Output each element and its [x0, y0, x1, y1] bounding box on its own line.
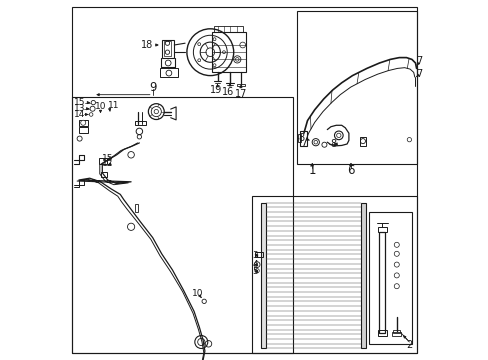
Bar [296, 11, 416, 164]
Bar [79, 120, 88, 126]
Bar [377, 330, 386, 336]
Bar [160, 68, 178, 77]
Text: 1: 1 [308, 164, 315, 177]
Bar [162, 40, 174, 58]
Text: 2: 2 [406, 340, 412, 350]
Text: 15: 15 [73, 98, 85, 107]
Text: 8: 8 [298, 133, 305, 143]
Bar [392, 330, 400, 333]
Bar [261, 203, 266, 348]
Text: 6: 6 [346, 164, 354, 177]
Bar [300, 131, 306, 146]
Text: 10: 10 [192, 289, 203, 298]
Bar [213, 26, 242, 32]
Text: 14: 14 [73, 110, 85, 119]
Text: 11: 11 [108, 102, 120, 111]
Bar [251, 196, 416, 353]
Text: 3: 3 [252, 251, 258, 260]
Text: 4: 4 [252, 260, 258, 269]
Bar [72, 97, 292, 353]
Text: 5: 5 [252, 267, 258, 276]
Bar [377, 227, 386, 232]
Text: 12: 12 [102, 159, 113, 168]
Bar [360, 203, 365, 348]
Text: 15: 15 [102, 153, 113, 163]
Bar [236, 84, 244, 86]
Text: 18: 18 [141, 40, 153, 50]
Text: 10: 10 [95, 102, 106, 111]
Bar [99, 158, 106, 164]
Bar [368, 212, 411, 344]
Circle shape [91, 100, 95, 105]
Bar [79, 127, 88, 133]
Text: 7: 7 [415, 56, 421, 66]
Circle shape [81, 120, 85, 125]
Bar [134, 204, 138, 212]
Text: 16: 16 [222, 87, 234, 97]
Circle shape [90, 106, 95, 111]
Bar [392, 332, 400, 336]
Text: 9: 9 [149, 81, 156, 94]
Text: 17: 17 [234, 89, 246, 99]
Bar [134, 121, 145, 125]
Bar [212, 32, 246, 72]
Text: 8: 8 [329, 139, 336, 149]
Bar [359, 137, 366, 146]
Bar [254, 252, 262, 257]
Text: 19: 19 [209, 85, 222, 95]
Bar [101, 172, 107, 177]
Bar [379, 232, 385, 333]
Bar [297, 134, 301, 142]
Text: 7: 7 [415, 69, 421, 79]
Text: 13: 13 [73, 104, 85, 113]
Bar [163, 41, 171, 56]
